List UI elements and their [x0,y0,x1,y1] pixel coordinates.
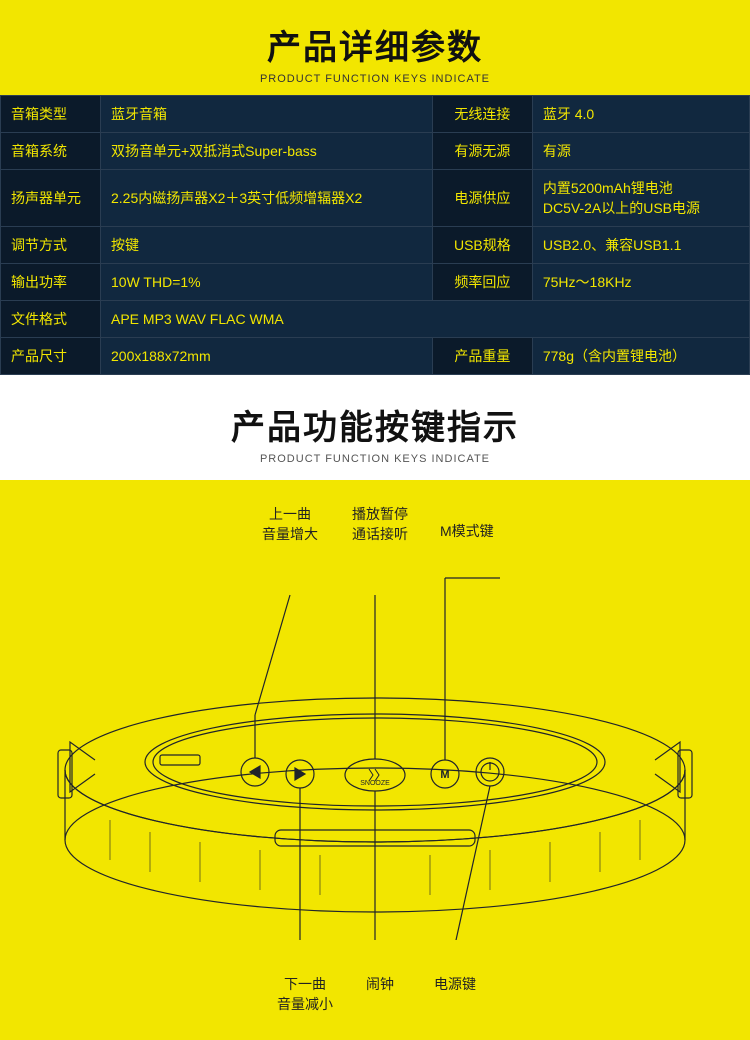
table-row: 音箱类型 蓝牙音箱 无线连接 蓝牙 4.0 [1,96,750,133]
spec-label: USB规格 [432,227,532,264]
button-diagram: 上一曲音量增大 播放暂停通话接听 M模式键 [0,480,750,1040]
spec-value: 75Hz～18KHz [532,264,749,301]
spec-value: 200x188x72mm [101,338,433,375]
m-text: M [440,769,449,781]
spec-label: 产品尺寸 [1,338,101,375]
callout-power: 电源键 [420,975,490,995]
table-row: 输出功率 10W THD=1% 频率回应 75Hz～18KHz [1,264,750,301]
table-row: 产品尺寸 200x188x72mm 产品重量 778g（含内置锂电池） [1,338,750,375]
table-row: 调节方式 按键 USB规格 USB2.0、兼容USB1.1 [1,227,750,264]
spec-label: 输出功率 [1,264,101,301]
function-subtitle: PRODUCT FUNCTION KEYS INDICATE [0,453,750,465]
spec-value: APE MP3 WAV FLAC WMA [101,301,750,338]
callout-alarm: 闹钟 [355,975,405,995]
spec-value: 2.25内磁扬声器X2＋3英寸低频增辐器X2 [101,170,433,227]
table-row: 音箱系统 双扬音单元+双抵消式Super-bass 有源无源 有源 [1,133,750,170]
spec-value: 内置5200mAh锂电池 DC5V-2A以上的USB电源 [532,170,749,227]
spec-value: USB2.0、兼容USB1.1 [532,227,749,264]
spec-label: 音箱系统 [1,133,101,170]
callout-mode: M模式键 [440,522,540,542]
spec-value: 10W THD=1% [101,264,433,301]
spec-value: 778g（含内置锂电池） [532,338,749,375]
spec-value: 蓝牙 4.0 [532,96,749,133]
spec-table: 音箱类型 蓝牙音箱 无线连接 蓝牙 4.0 音箱系统 双扬音单元+双抵消式Sup… [0,95,750,375]
callout-prev: 上一曲音量增大 [250,505,330,544]
spec-title: 产品详细参数 [0,20,750,69]
callout-play: 播放暂停通话接听 [340,505,420,544]
spec-value: 双扬音单元+双抵消式Super-bass [101,133,433,170]
spec-label: 文件格式 [1,301,101,338]
spec-label: 频率回应 [432,264,532,301]
spec-label: 电源供应 [432,170,532,227]
table-row: 文件格式 APE MP3 WAV FLAC WMA [1,301,750,338]
spec-label: 产品重量 [432,338,532,375]
callout-next: 下一曲音量减小 [265,975,345,1014]
spec-label: 调节方式 [1,227,101,264]
spec-value: 蓝牙音箱 [101,96,433,133]
spec-label: 扬声器单元 [1,170,101,227]
spec-label: 音箱类型 [1,96,101,133]
spec-label: 无线连接 [432,96,532,133]
snooze-text: SNOOZE [360,780,390,787]
function-title: 产品功能按键指示 [0,400,750,449]
speaker-line-art: SNOOZE M [0,520,750,940]
table-row: 扬声器单元 2.25内磁扬声器X2＋3英寸低频增辐器X2 电源供应 内置5200… [1,170,750,227]
spec-subtitle: PRODUCT FUNCTION KEYS INDICATE [0,73,750,85]
spec-value: 有源 [532,133,749,170]
spec-label: 有源无源 [432,133,532,170]
spec-value: 按键 [101,227,433,264]
spec-header: 产品详细参数 PRODUCT FUNCTION KEYS INDICATE [0,0,750,95]
function-header: 产品功能按键指示 PRODUCT FUNCTION KEYS INDICATE [0,375,750,480]
